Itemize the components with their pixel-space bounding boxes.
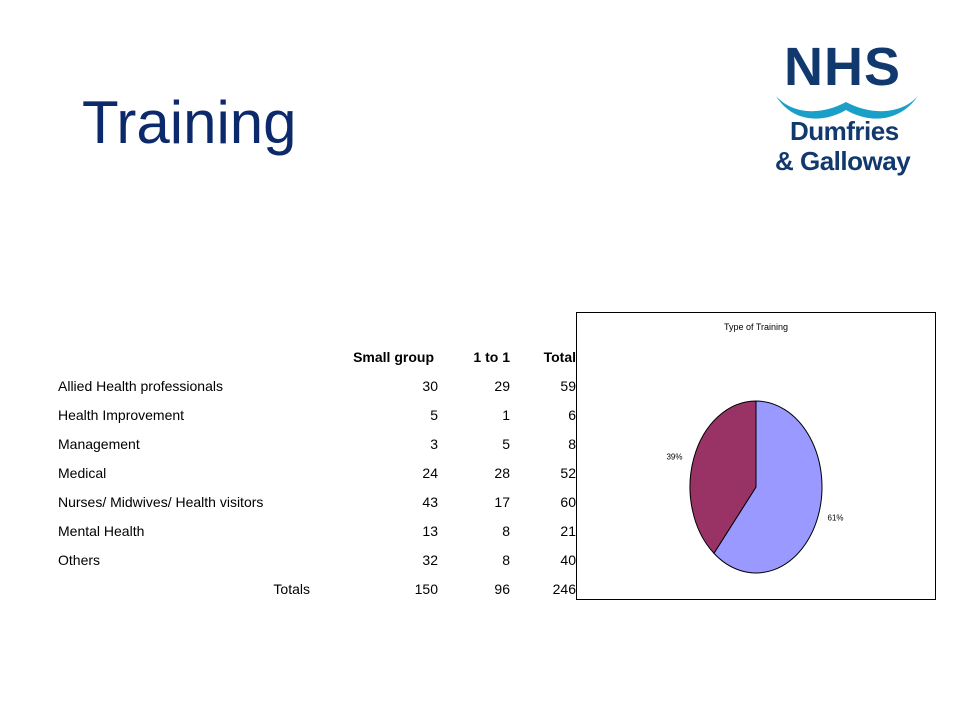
row-label: Health Improvement bbox=[58, 406, 185, 423]
cell-total: 60 bbox=[560, 493, 576, 510]
row-label: Management bbox=[58, 435, 140, 452]
cell-total: 21 bbox=[560, 522, 576, 539]
pie-slice-label: 61% bbox=[828, 513, 844, 522]
pie-chart: 61% 39% bbox=[666, 400, 844, 574]
table-row: Mental Health 13 8 21 bbox=[50, 516, 576, 545]
table-row: Health Improvement 5 1 6 bbox=[50, 400, 576, 429]
training-table: Small group 1 to 1 Total Allied Health p… bbox=[50, 342, 576, 603]
pie-slice bbox=[689, 400, 757, 555]
logo-wave-icon bbox=[776, 96, 918, 119]
cell-one-to-one: 28 bbox=[494, 464, 510, 481]
cell-small-group: 43 bbox=[422, 493, 438, 510]
row-label: Medical bbox=[58, 464, 107, 481]
logo-nhs-text: NHS bbox=[784, 37, 902, 97]
pie-slice bbox=[713, 400, 823, 574]
cell-total: 6 bbox=[568, 406, 576, 423]
pie-slice-label: 39% bbox=[666, 453, 682, 462]
cell-total: 59 bbox=[560, 377, 576, 394]
nhs-logo: NHS Dumfries & Galloway bbox=[770, 38, 930, 183]
cell-small-group: 5 bbox=[430, 406, 438, 423]
totals-one-to-one: 96 bbox=[494, 580, 510, 597]
chart-title: Type of Training bbox=[723, 322, 789, 332]
logo-line-dumfries: Dumfries bbox=[790, 116, 899, 146]
cell-small-group: 24 bbox=[422, 464, 438, 481]
cell-small-group: 30 bbox=[422, 377, 438, 394]
cell-one-to-one: 29 bbox=[494, 377, 510, 394]
row-label: Mental Health bbox=[58, 522, 145, 539]
table-row: Nurses/ Midwives/ Health visitors 43 17 … bbox=[50, 487, 576, 516]
table-row: Others 32 8 40 bbox=[50, 545, 576, 574]
logo-line-galloway: & Galloway bbox=[775, 146, 911, 176]
table-header-blank bbox=[50, 342, 316, 371]
row-label: Others bbox=[58, 551, 101, 568]
cell-total: 40 bbox=[560, 551, 576, 568]
cell-total: 8 bbox=[568, 435, 576, 452]
table-row: Medical 24 28 52 bbox=[50, 458, 576, 487]
cell-small-group: 3 bbox=[430, 435, 438, 452]
cell-one-to-one: 1 bbox=[502, 406, 510, 423]
table-header-small-group: Small group bbox=[353, 348, 434, 365]
cell-one-to-one: 8 bbox=[502, 551, 510, 568]
cell-one-to-one: 17 bbox=[494, 493, 510, 510]
totals-total: 246 bbox=[552, 580, 576, 597]
slide-title: Training bbox=[82, 89, 297, 156]
table-row: Management 3 5 8 bbox=[50, 429, 576, 458]
table-totals-row: Totals 150 96 246 bbox=[50, 574, 576, 603]
totals-small-group: 150 bbox=[414, 580, 438, 597]
table-header-row: Small group 1 to 1 Total bbox=[50, 342, 576, 371]
pie-chart-frame: Type of Training 61% 39% bbox=[576, 312, 936, 600]
table-header-one-to-one: 1 to 1 bbox=[473, 348, 510, 365]
cell-one-to-one: 5 bbox=[502, 435, 510, 452]
row-label: Nurses/ Midwives/ Health visitors bbox=[58, 493, 264, 510]
table-row: Allied Health professionals 30 29 59 bbox=[50, 371, 576, 400]
table-header-total: Total bbox=[543, 348, 576, 365]
cell-total: 52 bbox=[560, 464, 576, 481]
cell-small-group: 13 bbox=[422, 522, 438, 539]
row-label: Allied Health professionals bbox=[58, 377, 223, 394]
cell-small-group: 32 bbox=[422, 551, 438, 568]
cell-one-to-one: 8 bbox=[502, 522, 510, 539]
totals-label: Totals bbox=[273, 580, 310, 597]
